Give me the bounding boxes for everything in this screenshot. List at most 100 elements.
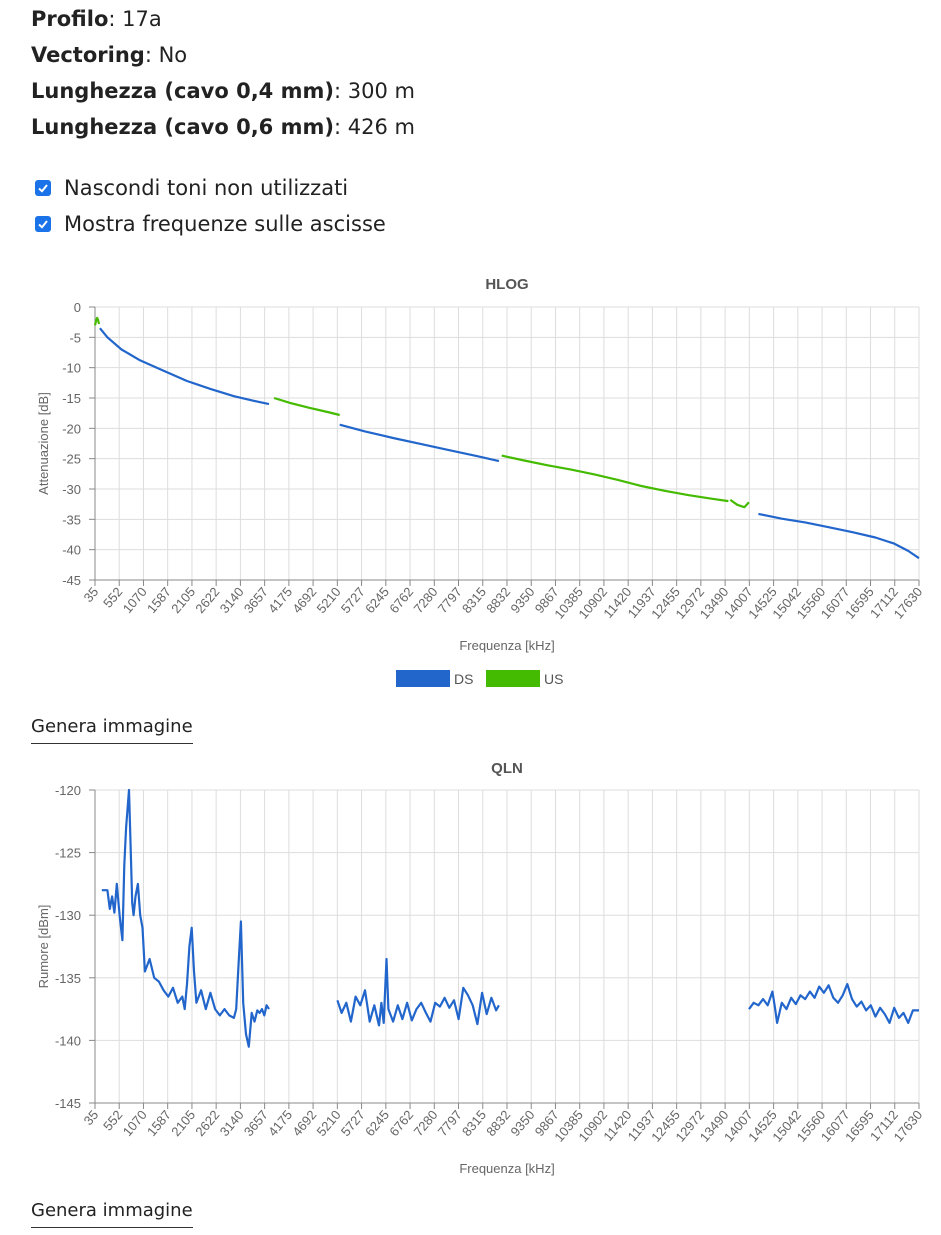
hide-unused-label: Nascondi toni non utilizzati xyxy=(64,176,349,200)
hlog-x-tick-label: 6245 xyxy=(362,584,392,616)
hlog-x-tick-label: 7280 xyxy=(411,584,441,616)
hlog-series-us-line xyxy=(273,396,340,417)
qln-y-tick-label: -145 xyxy=(55,1096,81,1111)
length04-label: Lunghezza (cavo 0,4 mm) xyxy=(31,79,334,103)
qln-x-tick-label: 7797 xyxy=(435,1107,465,1139)
qln-x-tick-label: 9350 xyxy=(507,1107,537,1139)
vectoring-row: Vectoring: No xyxy=(31,43,188,67)
hlog-x-tick-label: 35 xyxy=(81,584,102,605)
vectoring-label: Vectoring xyxy=(31,43,145,67)
profile-label: Profilo xyxy=(31,7,109,31)
qln-y-tick-label: -125 xyxy=(55,846,81,861)
qln-chart: QLN -120 -125 -130 -135 -140 -145 35 552 1070 1587… xyxy=(0,750,941,1180)
hlog-y-tick-label: -10 xyxy=(62,361,81,376)
hlog-series-ds-line xyxy=(339,423,500,463)
qln-x-tick-label: 6245 xyxy=(362,1107,392,1139)
hlog-series-us-line xyxy=(729,498,750,509)
profile-value: 17a xyxy=(122,7,162,31)
qln-x-tick-label: 5727 xyxy=(338,1107,368,1139)
hide-unused-checkbox[interactable] xyxy=(35,180,51,196)
hlog-x-tick-label: 1070 xyxy=(120,584,150,616)
hlog-x-tick-label: 8832 xyxy=(483,584,513,616)
qln-x-tick-label: 4175 xyxy=(265,1107,295,1139)
show-freq-label: Mostra frequenze sulle ascisse xyxy=(64,212,386,236)
show-freq-checkbox[interactable] xyxy=(35,216,51,232)
hlog-y-axis-label: Attenuazione [dB] xyxy=(36,392,51,495)
qln-x-tick-label: 2622 xyxy=(192,1107,222,1139)
hlog-y-tick-label: 0 xyxy=(74,300,81,315)
hlog-legend-label-us[interactable]: US xyxy=(544,671,563,687)
length04-row: Lunghezza (cavo 0,4 mm): 300 m xyxy=(31,79,415,103)
hlog-x-axis-label: Frequenza [kHz] xyxy=(459,638,554,653)
qln-series-ds-line xyxy=(748,983,919,1024)
hlog-x-tick-label: 5727 xyxy=(338,584,368,616)
hlog-series-us-line xyxy=(93,316,101,326)
hlog-y-tick-label: -15 xyxy=(62,391,81,406)
hlog-chart-svg: HLOG0-5-10-15-20-25-30-35-40-45355521070… xyxy=(36,276,925,687)
qln-x-axis-label: Frequenza [kHz] xyxy=(459,1161,554,1176)
hlog-title: HLOG xyxy=(485,276,528,293)
length04-value: 300 m xyxy=(347,79,415,103)
hlog-x-tick-label: 6762 xyxy=(386,584,416,616)
hlog-y-tick-label: -5 xyxy=(69,330,81,345)
qln-x-tick-label: 6762 xyxy=(386,1107,416,1139)
qln-series-ds-line xyxy=(336,957,500,1027)
qln-x-tick-label: 4692 xyxy=(289,1107,319,1139)
checkmark-icon xyxy=(38,184,48,193)
hlog-x-tick-label: 4692 xyxy=(289,584,319,616)
hide-unused-option[interactable]: Nascondi toni non utilizzati xyxy=(35,170,386,206)
qln-y-tick-label: -120 xyxy=(55,783,81,798)
hlog-x-tick-label: 8315 xyxy=(459,584,489,616)
qln-y-tick-label: -135 xyxy=(55,971,81,986)
hlog-x-tick-label: 2622 xyxy=(192,584,222,616)
hlog-series-us-line xyxy=(501,454,729,503)
qln-x-tick-label: 35 xyxy=(81,1107,102,1128)
hlog-grid xyxy=(89,306,920,586)
qln-x-tick-label: 8832 xyxy=(483,1107,513,1139)
hlog-x-tick-label: 5210 xyxy=(314,584,344,616)
qln-x-tick-label: 1070 xyxy=(120,1107,150,1139)
hlog-x-tick-label: 9350 xyxy=(507,584,537,616)
length06-label: Lunghezza (cavo 0,6 mm) xyxy=(31,115,334,139)
qln-x-tick-label: 5210 xyxy=(314,1107,344,1139)
qln-title: QLN xyxy=(491,760,523,777)
qln-y-tick-label: -140 xyxy=(55,1033,81,1048)
qln-series-ds-line xyxy=(101,788,270,1048)
hlog-y-tick-label: -25 xyxy=(62,452,81,467)
qln-x-tick-label: 8315 xyxy=(459,1107,489,1139)
qln-grid xyxy=(89,789,920,1109)
checkmark-icon xyxy=(38,220,48,229)
length06-value: 426 m xyxy=(347,115,415,139)
hlog-y-tick-label: -30 xyxy=(62,482,81,497)
hlog-y-tick-label: -35 xyxy=(62,512,81,527)
hlog-x-tick-label: 7797 xyxy=(435,584,465,616)
hlog-y-tick-label: -45 xyxy=(62,573,81,588)
qln-x-tick-label: 2105 xyxy=(168,1107,198,1139)
hlog-x-tick-label: 2105 xyxy=(168,584,198,616)
chart-options: Nascondi toni non utilizzati Mostra freq… xyxy=(35,170,386,242)
qln-x-tick-label: 3657 xyxy=(241,1107,271,1139)
hlog-legend[interactable]: DS US xyxy=(396,670,563,687)
show-freq-option[interactable]: Mostra frequenze sulle ascisse xyxy=(35,206,386,242)
hlog-legend-swatch-us[interactable] xyxy=(486,670,540,687)
profile-row: Profilo: 17a xyxy=(31,7,162,31)
hlog-legend-swatch-ds[interactable] xyxy=(396,670,450,687)
hlog-series-ds-line xyxy=(758,512,920,560)
hlog-x-tick-label: 3657 xyxy=(241,584,271,616)
hlog-x-tick-label: 4175 xyxy=(265,584,295,616)
qln-y-axis-label: Rumore [dBm] xyxy=(36,905,51,989)
hlog-series-ds-line xyxy=(99,327,270,406)
qln-y-tick-label: -130 xyxy=(55,908,81,923)
hlog-x-tick-label: 3140 xyxy=(217,584,247,616)
qln-chart-svg: QLN-120-125-130-135-140-1453555210701587… xyxy=(36,760,925,1176)
length06-row: Lunghezza (cavo 0,6 mm): 426 m xyxy=(31,115,415,139)
generate-image-button-hlog[interactable]: Genera immagine xyxy=(31,716,193,744)
generate-image-button-qln[interactable]: Genera immagine xyxy=(31,1200,193,1228)
qln-x-tick-label: 1587 xyxy=(144,1107,174,1139)
hlog-legend-label-ds[interactable]: DS xyxy=(454,671,473,687)
hlog-y-tick-label: -20 xyxy=(62,421,81,436)
qln-x-tick-label: 7280 xyxy=(411,1107,441,1139)
vectoring-value: No xyxy=(158,43,188,67)
hlog-chart: HLOG 0 -5 -10 -15 -20 -25 -30 -35 -40 -45 35 552 1070… xyxy=(0,265,941,695)
hlog-y-tick-label: -40 xyxy=(62,543,81,558)
